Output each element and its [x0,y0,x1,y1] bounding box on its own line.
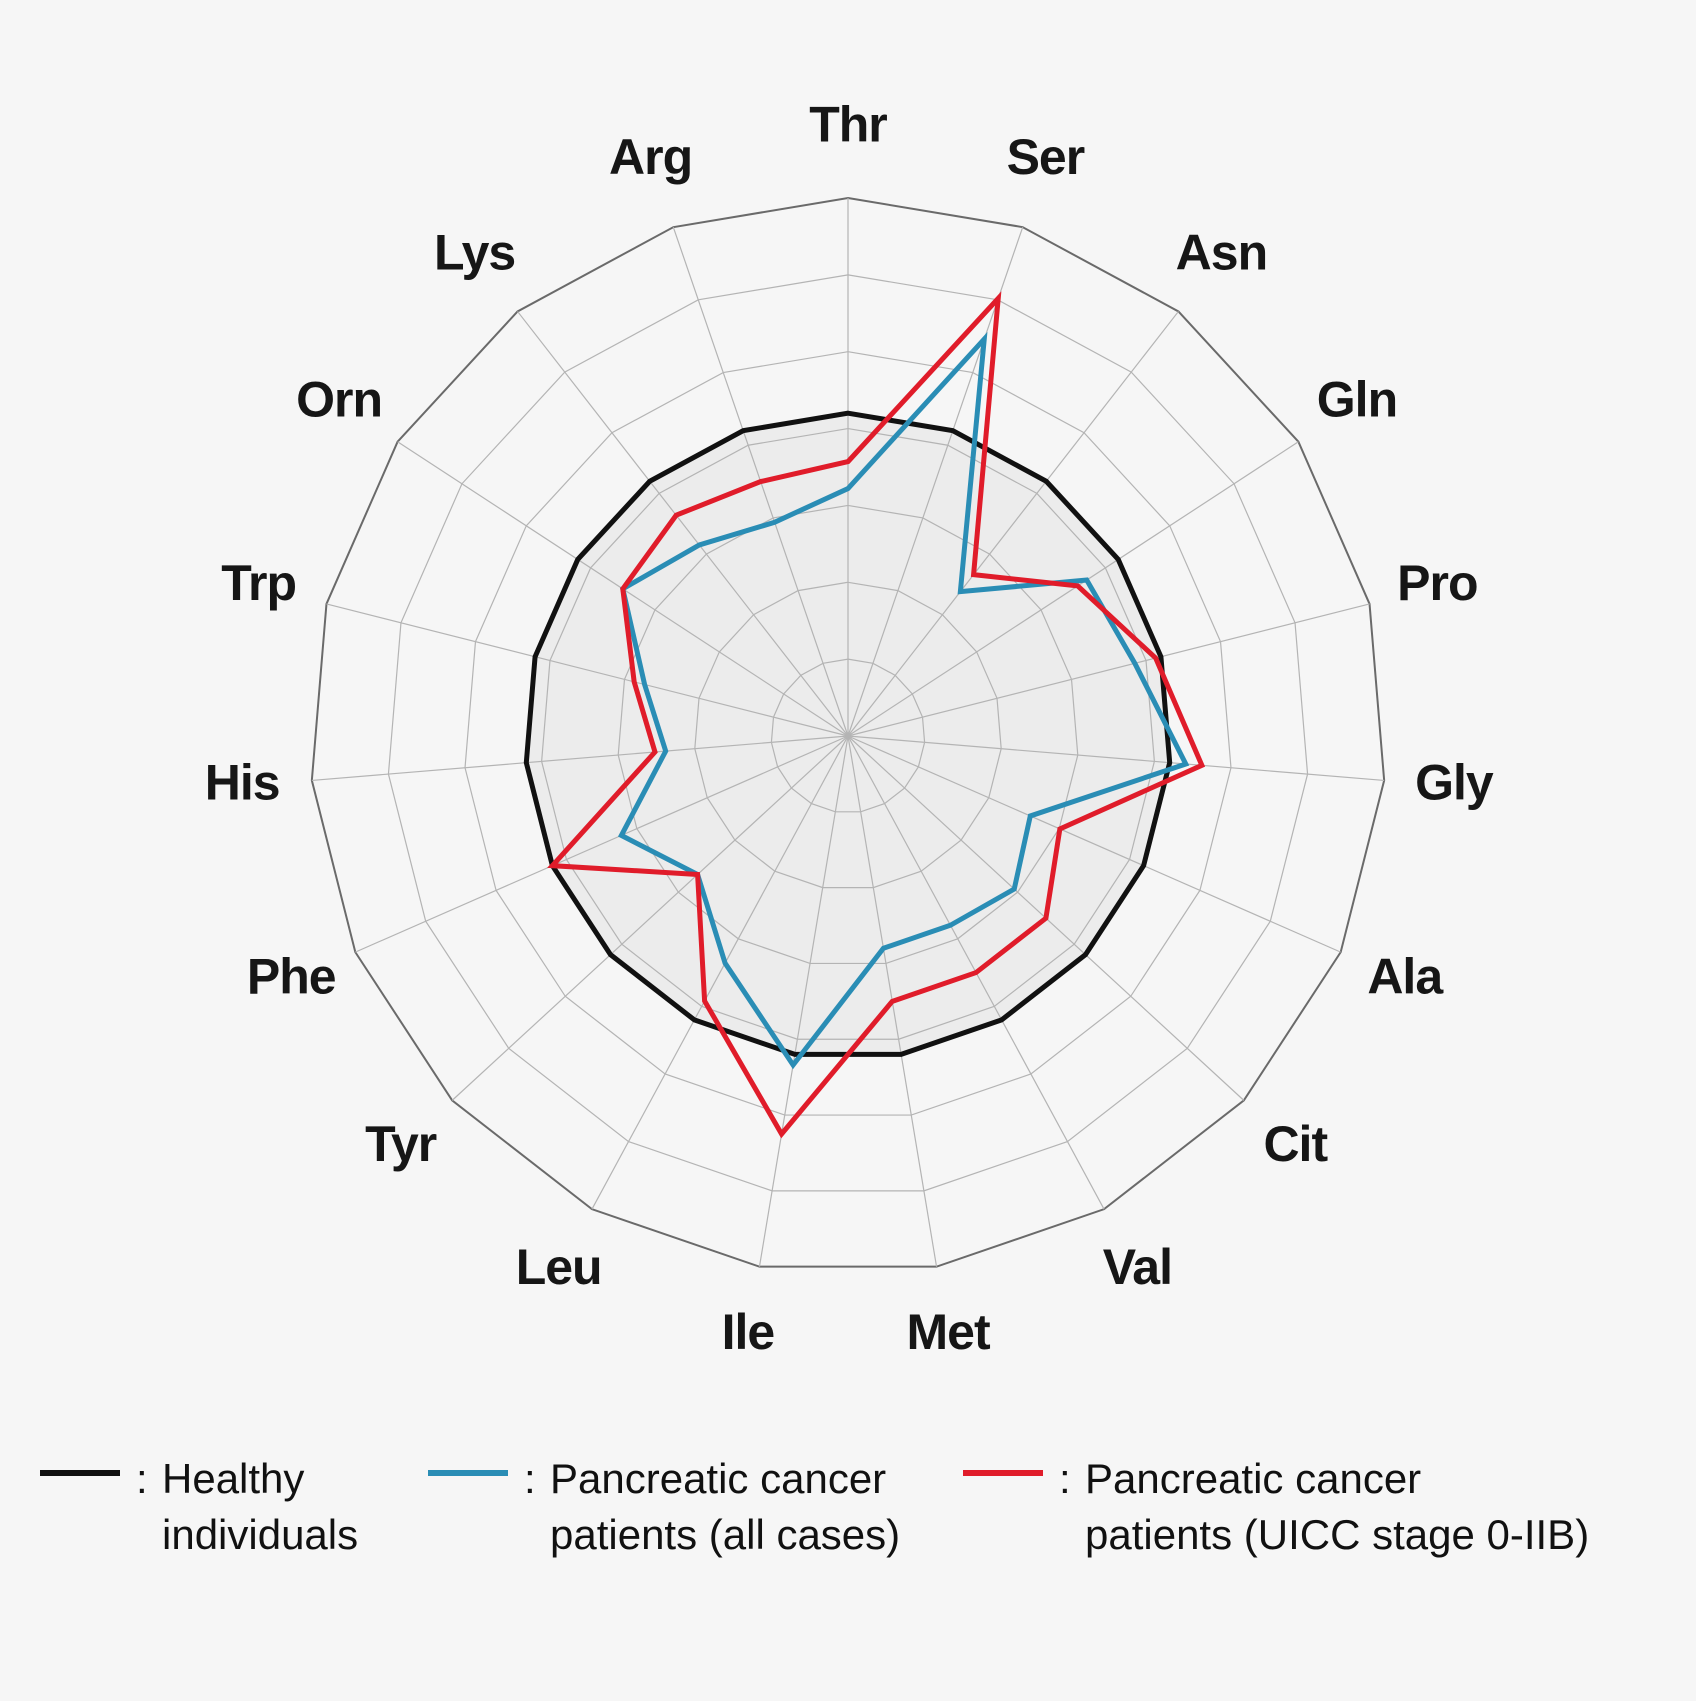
axis-label-his: His [205,754,280,810]
legend-label-1-line2: individuals [162,1511,358,1558]
spoke-trp [326,603,849,737]
radar-grid [310,196,1386,1268]
grid-ring [617,504,1079,965]
axis-label-phe: Phe [247,948,336,1004]
grid-ring [464,351,1232,1116]
axis-label-ala: Ala [1367,948,1444,1004]
legend: : Healthy individuals: Pancreatic cancer pat… [40,1455,1589,1558]
spoke-ile [758,735,849,1267]
axis-label-ile: Ile [722,1304,775,1360]
legend-label-2-line2: patients (all cases) [550,1511,900,1558]
spoke-asn [847,311,1179,737]
axis-label-asn: Asn [1176,224,1267,280]
spoke-gly [847,735,1385,782]
spoke-ala [847,735,1341,953]
axis-label-trp: Trp [221,555,296,611]
spoke-pro [847,603,1370,737]
legend-colon-2: : [524,1455,536,1502]
legend-colon-1: : [136,1455,148,1502]
axis-label-pro: Pro [1397,555,1477,611]
spoke-lys [517,311,849,737]
outer-ring [310,196,1386,1268]
legend-label-3-line1: Pancreatic cancer [1085,1455,1421,1502]
grid-ring [387,274,1309,1192]
axis-label-thr: Thr [809,96,887,152]
axis-label-cit: Cit [1263,1116,1328,1172]
axis-label-ser: Ser [1007,129,1085,185]
axis-label-leu: Leu [516,1239,602,1295]
axis-label-gly: Gly [1415,754,1494,810]
axis-label-arg: Arg [609,129,692,185]
spoke-tyr [451,735,849,1101]
radar-series [523,291,1206,1139]
spoke-phe [355,735,849,953]
axis-labels: Thr Ser Asn Gln Pro Gly Ala Cit Val Met Ile Leu Tyr P… [205,96,1495,1360]
axis-label-tyr: Tyr [365,1116,437,1172]
spoke-gln [847,441,1299,737]
spoke-his [311,735,849,782]
series-line-3 [547,291,1206,1139]
legend-label-2-line1: Pancreatic cancer [550,1455,886,1502]
axis-label-lys: Lys [434,224,515,280]
grid-ring [694,581,1002,889]
spoke-leu [591,735,849,1210]
grid-ring [770,658,926,813]
grid-ring [541,427,1155,1040]
axis-label-val: Val [1103,1239,1172,1295]
axis-label-met: Met [907,1304,991,1360]
legend-label-1-line1: Healthy [162,1455,304,1502]
spoke-ser [847,226,1024,737]
axis-label-gln: Gln [1317,372,1397,428]
legend-label-3-line2: patients (UICC stage 0-IIB) [1085,1511,1589,1558]
legend-colon-3: : [1059,1455,1071,1502]
axis-label-orn: Orn [296,372,382,428]
